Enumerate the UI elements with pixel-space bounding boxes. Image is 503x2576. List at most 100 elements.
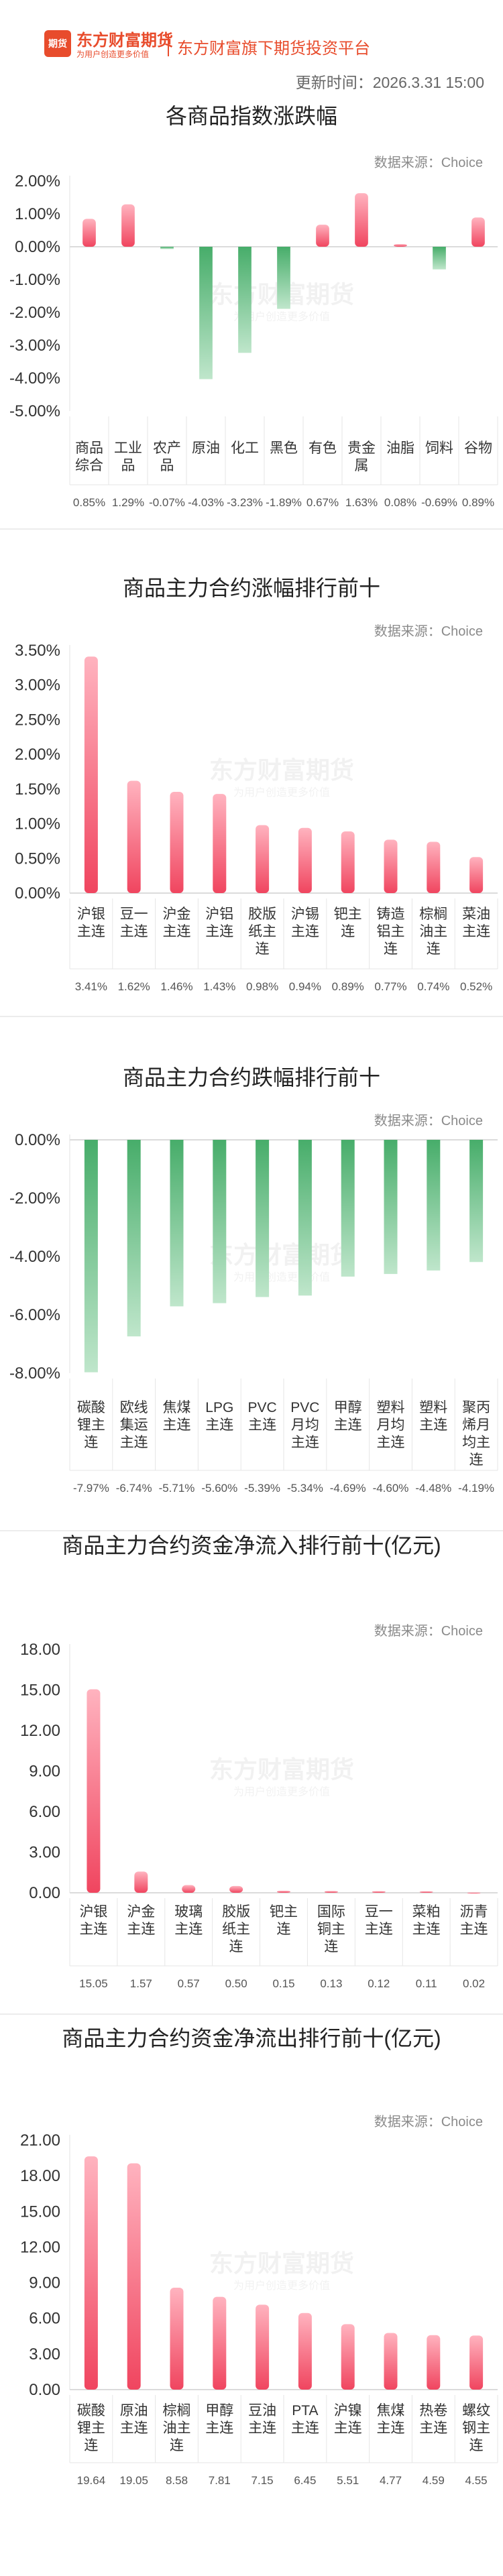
bar-chart: 东方财富期货为用户创造更多价值2.00%1.00%0.00%-1.00%-2.0… <box>9 172 498 509</box>
value-label: 0.13 <box>320 1977 342 1990</box>
value-label: 0.02 <box>463 1977 485 1990</box>
value-label: -5.60% <box>201 1482 237 1495</box>
category-label: 塑料月均主连 <box>377 1400 405 1450</box>
bar-1 <box>134 1871 148 1893</box>
category-label: 谷物 <box>464 441 492 456</box>
bar-5 <box>298 2312 312 2390</box>
category-label: 沪金主连 <box>163 906 191 939</box>
y-tick-label: 0.00 <box>29 2381 60 2399</box>
section-divider <box>0 1530 503 1531</box>
value-label: 15.05 <box>79 1977 108 1990</box>
value-label: 1.46% <box>160 980 192 993</box>
category-label: LPG 主连 <box>205 1400 233 1433</box>
value-label: 0.11 <box>416 1977 437 1990</box>
brand-name: 东方财富期货 <box>76 32 173 50</box>
category-label: 胶版纸主连 <box>222 1904 250 1954</box>
category-label: 沥青主连 <box>460 1904 488 1937</box>
bar-2 <box>170 2288 184 2390</box>
bar-7 <box>355 193 368 247</box>
bar-4 <box>277 1890 290 1893</box>
value-label: -4.48% <box>415 1482 451 1495</box>
category-label: 胶版纸主连 <box>248 906 276 957</box>
value-label: 1.29% <box>112 496 144 509</box>
y-tick-label: 6.00 <box>29 1803 60 1821</box>
category-label: 原油 <box>192 441 220 456</box>
category-label: 塑料主连 <box>419 1400 447 1433</box>
bar-10 <box>471 217 485 247</box>
value-label: -4.60% <box>373 1482 409 1495</box>
y-tick-label: 0.00 <box>29 1884 60 1902</box>
value-label: 8.58 <box>166 2474 188 2487</box>
bar-9 <box>433 247 446 270</box>
y-tick-label: -4.00% <box>9 369 60 388</box>
platform-description: 东方财富旗下期货投资平台 <box>177 40 370 58</box>
value-label: 0.67% <box>306 496 339 509</box>
value-label: 0.15 <box>272 1977 294 1990</box>
category-label: 沪镍主连 <box>334 2403 362 2436</box>
category-label: 棕榈油主连 <box>419 906 447 957</box>
value-label: -5.34% <box>287 1482 323 1495</box>
bar-5 <box>298 827 312 893</box>
y-tick-label: 9.00 <box>29 2274 60 2292</box>
y-tick-label: -2.00% <box>9 1189 60 1208</box>
category-label: 焦煤主连 <box>377 2403 405 2436</box>
y-tick-label: -8.00% <box>9 1364 60 1383</box>
chart-title: 商品主力合约资金净流入排行前十(亿元) <box>62 1533 441 1558</box>
category-label: 碳酸锂主连 <box>77 2403 105 2453</box>
value-label: 3.41% <box>75 980 107 993</box>
watermark: 东方财富期货 <box>209 1756 354 1783</box>
category-label: PVC 月均主连 <box>290 1400 319 1450</box>
y-tick-label: 2.50% <box>15 711 60 729</box>
y-tick-label: 12.00 <box>20 1722 60 1740</box>
value-label: 19.05 <box>119 2474 148 2487</box>
value-label: 0.57 <box>178 1977 200 1990</box>
category-label: 甲醇主连 <box>334 1400 362 1433</box>
bar-4 <box>256 825 270 893</box>
bar-3 <box>199 247 213 379</box>
y-tick-label: 3.00 <box>29 2345 60 2363</box>
y-tick-label: 18.00 <box>20 1641 60 1659</box>
value-label: 0.08% <box>384 496 416 509</box>
bar-6 <box>341 2324 355 2390</box>
category-label: 豆油主连 <box>248 2403 276 2436</box>
chart-title: 商品主力合约涨幅排行前十 <box>122 576 380 600</box>
y-tick-label: 15.00 <box>20 2203 60 2221</box>
value-label: 0.74% <box>417 980 449 993</box>
category-label: 热卷主连 <box>419 2403 447 2436</box>
category-label: PVC 主连 <box>248 1400 277 1433</box>
value-label: -4.69% <box>330 1482 366 1495</box>
brand-logo-icon: 期货 <box>44 30 71 57</box>
value-label: 5.51 <box>337 2474 359 2487</box>
value-label: -7.97% <box>73 1482 109 1495</box>
category-label: 豆一主连 <box>120 906 148 939</box>
value-label: 6.45 <box>294 2474 316 2487</box>
category-label: 钯主连 <box>270 1904 298 1937</box>
y-tick-label: 12.00 <box>20 2238 60 2256</box>
bar-3 <box>213 794 227 893</box>
bar-0 <box>84 656 98 893</box>
y-tick-label: 3.00 <box>29 1844 60 1862</box>
bar-6 <box>372 1891 386 1893</box>
watermark-sub: 为用户创造更多价值 <box>233 786 330 799</box>
value-label: -0.07% <box>149 496 185 509</box>
bar-2 <box>160 247 174 249</box>
section-divider <box>0 1016 503 1017</box>
y-tick-label: 18.00 <box>20 2167 60 2185</box>
y-tick-label: 2.00% <box>15 172 60 190</box>
value-label: -3.23% <box>227 496 263 509</box>
category-label: 沪金主连 <box>127 1904 155 1937</box>
update-time: 更新时间：2026.3.31 15:00 <box>295 74 484 91</box>
category-label: 玻璃主连 <box>174 1904 203 1937</box>
y-tick-label: 1.00% <box>15 815 60 833</box>
bar-7 <box>384 1140 398 1275</box>
category-label: 沪银主连 <box>77 906 105 939</box>
bar-1 <box>127 2163 141 2390</box>
bar-2 <box>170 1140 184 1307</box>
bar-0 <box>87 1689 101 1893</box>
category-label: 沪锡主连 <box>291 906 319 939</box>
y-tick-label: -5.00% <box>9 402 60 420</box>
watermark: 东方财富期货 <box>209 756 354 784</box>
